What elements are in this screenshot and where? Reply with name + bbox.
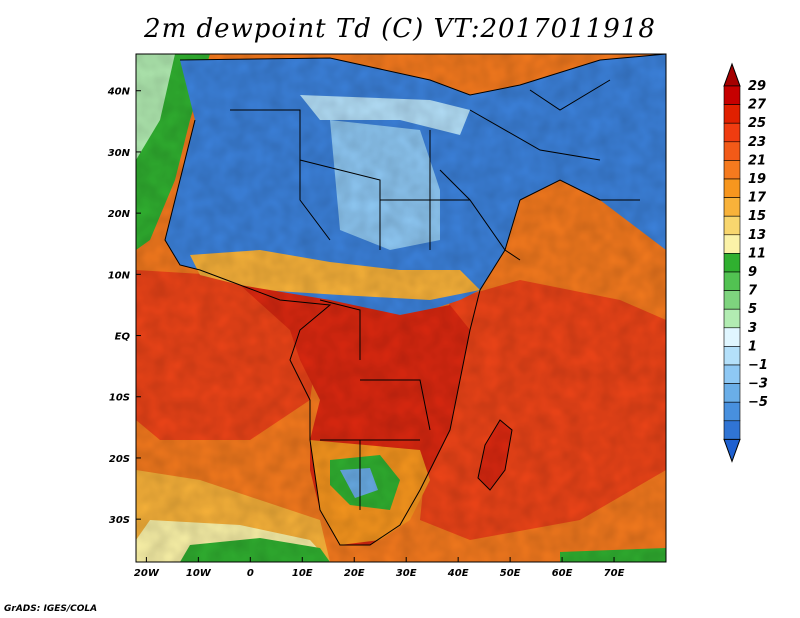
colorbar-label: 11 bbox=[748, 246, 766, 261]
lat-tick-label: 20S bbox=[109, 454, 130, 465]
colorbar-label: 27 bbox=[748, 98, 767, 113]
colorbar-top-arrow bbox=[723, 62, 741, 87]
colorbar-bin bbox=[723, 308, 741, 329]
colorbar-bin bbox=[723, 420, 741, 440]
lat-tick-label: 10S bbox=[109, 393, 130, 404]
lat-tick-label: 30S bbox=[109, 515, 130, 526]
colorbar-label: 1 bbox=[748, 339, 757, 354]
colorbar-bin bbox=[723, 122, 741, 143]
colorbar-bin bbox=[723, 364, 741, 384]
colorbar-label: 17 bbox=[748, 191, 767, 206]
lat-tick-label: 10N bbox=[108, 270, 131, 281]
lon-tick-label: 30E bbox=[396, 568, 417, 579]
lon-tick-label: 20E bbox=[344, 568, 365, 579]
country-borders bbox=[164, 54, 666, 546]
lat-tick-label: EQ bbox=[115, 332, 131, 343]
colorbar-bin bbox=[723, 271, 741, 291]
colorbar-bin bbox=[723, 346, 741, 366]
colorbar-bin bbox=[723, 178, 741, 198]
latitude-ticks: 40N 30N 20N 10N EQ 10S 20S 30S bbox=[107, 87, 141, 526]
colorbar-bin bbox=[723, 85, 741, 105]
colorbar-bin bbox=[723, 104, 741, 124]
grads-credit: GrADS: IGES/COLA bbox=[4, 604, 98, 614]
colorbar-label: 29 bbox=[748, 79, 766, 94]
colorbar-bottom-arrow bbox=[723, 438, 741, 463]
colorbar-bin bbox=[723, 197, 741, 217]
colorbar-label: −5 bbox=[748, 395, 768, 410]
colorbar-bin bbox=[723, 290, 741, 310]
lon-tick-label: 60E bbox=[552, 568, 573, 579]
colorbar-bin bbox=[723, 383, 741, 403]
colorbar-label: 13 bbox=[748, 228, 766, 243]
colorbar-label: 25 bbox=[748, 116, 766, 131]
colorbar-bin bbox=[723, 253, 741, 273]
lon-tick-label: 70E bbox=[604, 568, 625, 579]
lat-tick-label: 40N bbox=[107, 87, 131, 98]
colorbar-label: 19 bbox=[748, 172, 766, 187]
colorbar-label: −3 bbox=[748, 377, 768, 392]
colorbar-label: 9 bbox=[748, 265, 757, 280]
colorbar-legend: 29 27 25 23 21 19 17 15 13 11 9 7 5 3 1 −1 −3 −5 bbox=[723, 62, 768, 463]
colorbar-bin bbox=[723, 160, 741, 180]
plot-frame bbox=[135, 53, 667, 563]
longitude-ticks: 20W 10W 0 10E 20E 30E 40E 50E 60E 70E bbox=[134, 557, 625, 579]
colorbar-label: 21 bbox=[748, 153, 766, 168]
lon-tick-label: 10W bbox=[186, 568, 212, 579]
colorbar-bin bbox=[723, 327, 741, 347]
lon-tick-label: 0 bbox=[247, 568, 254, 579]
lat-tick-label: 20N bbox=[108, 209, 131, 220]
colorbar-label: 23 bbox=[748, 135, 766, 150]
colorbar-label: 7 bbox=[748, 284, 758, 299]
lat-tick-label: 30N bbox=[108, 148, 131, 159]
colorbar-bin bbox=[723, 401, 741, 422]
colorbar-label: 3 bbox=[748, 321, 757, 336]
lon-tick-label: 20W bbox=[134, 568, 160, 579]
lon-tick-label: 40E bbox=[447, 568, 469, 579]
colorbar-label: −1 bbox=[748, 358, 768, 373]
colorbar-bin bbox=[723, 141, 741, 161]
colorbar-bin bbox=[723, 234, 741, 254]
lon-tick-label: 10E bbox=[292, 568, 313, 579]
colorbar-bin bbox=[723, 215, 741, 236]
colorbar-label: 15 bbox=[748, 209, 766, 224]
colorbar-label: 5 bbox=[748, 302, 757, 317]
map-title: 2m dewpoint Td (C) VT:2017011918 bbox=[144, 14, 656, 44]
map-plot-area bbox=[136, 54, 666, 562]
lon-tick-label: 50E bbox=[500, 568, 521, 579]
